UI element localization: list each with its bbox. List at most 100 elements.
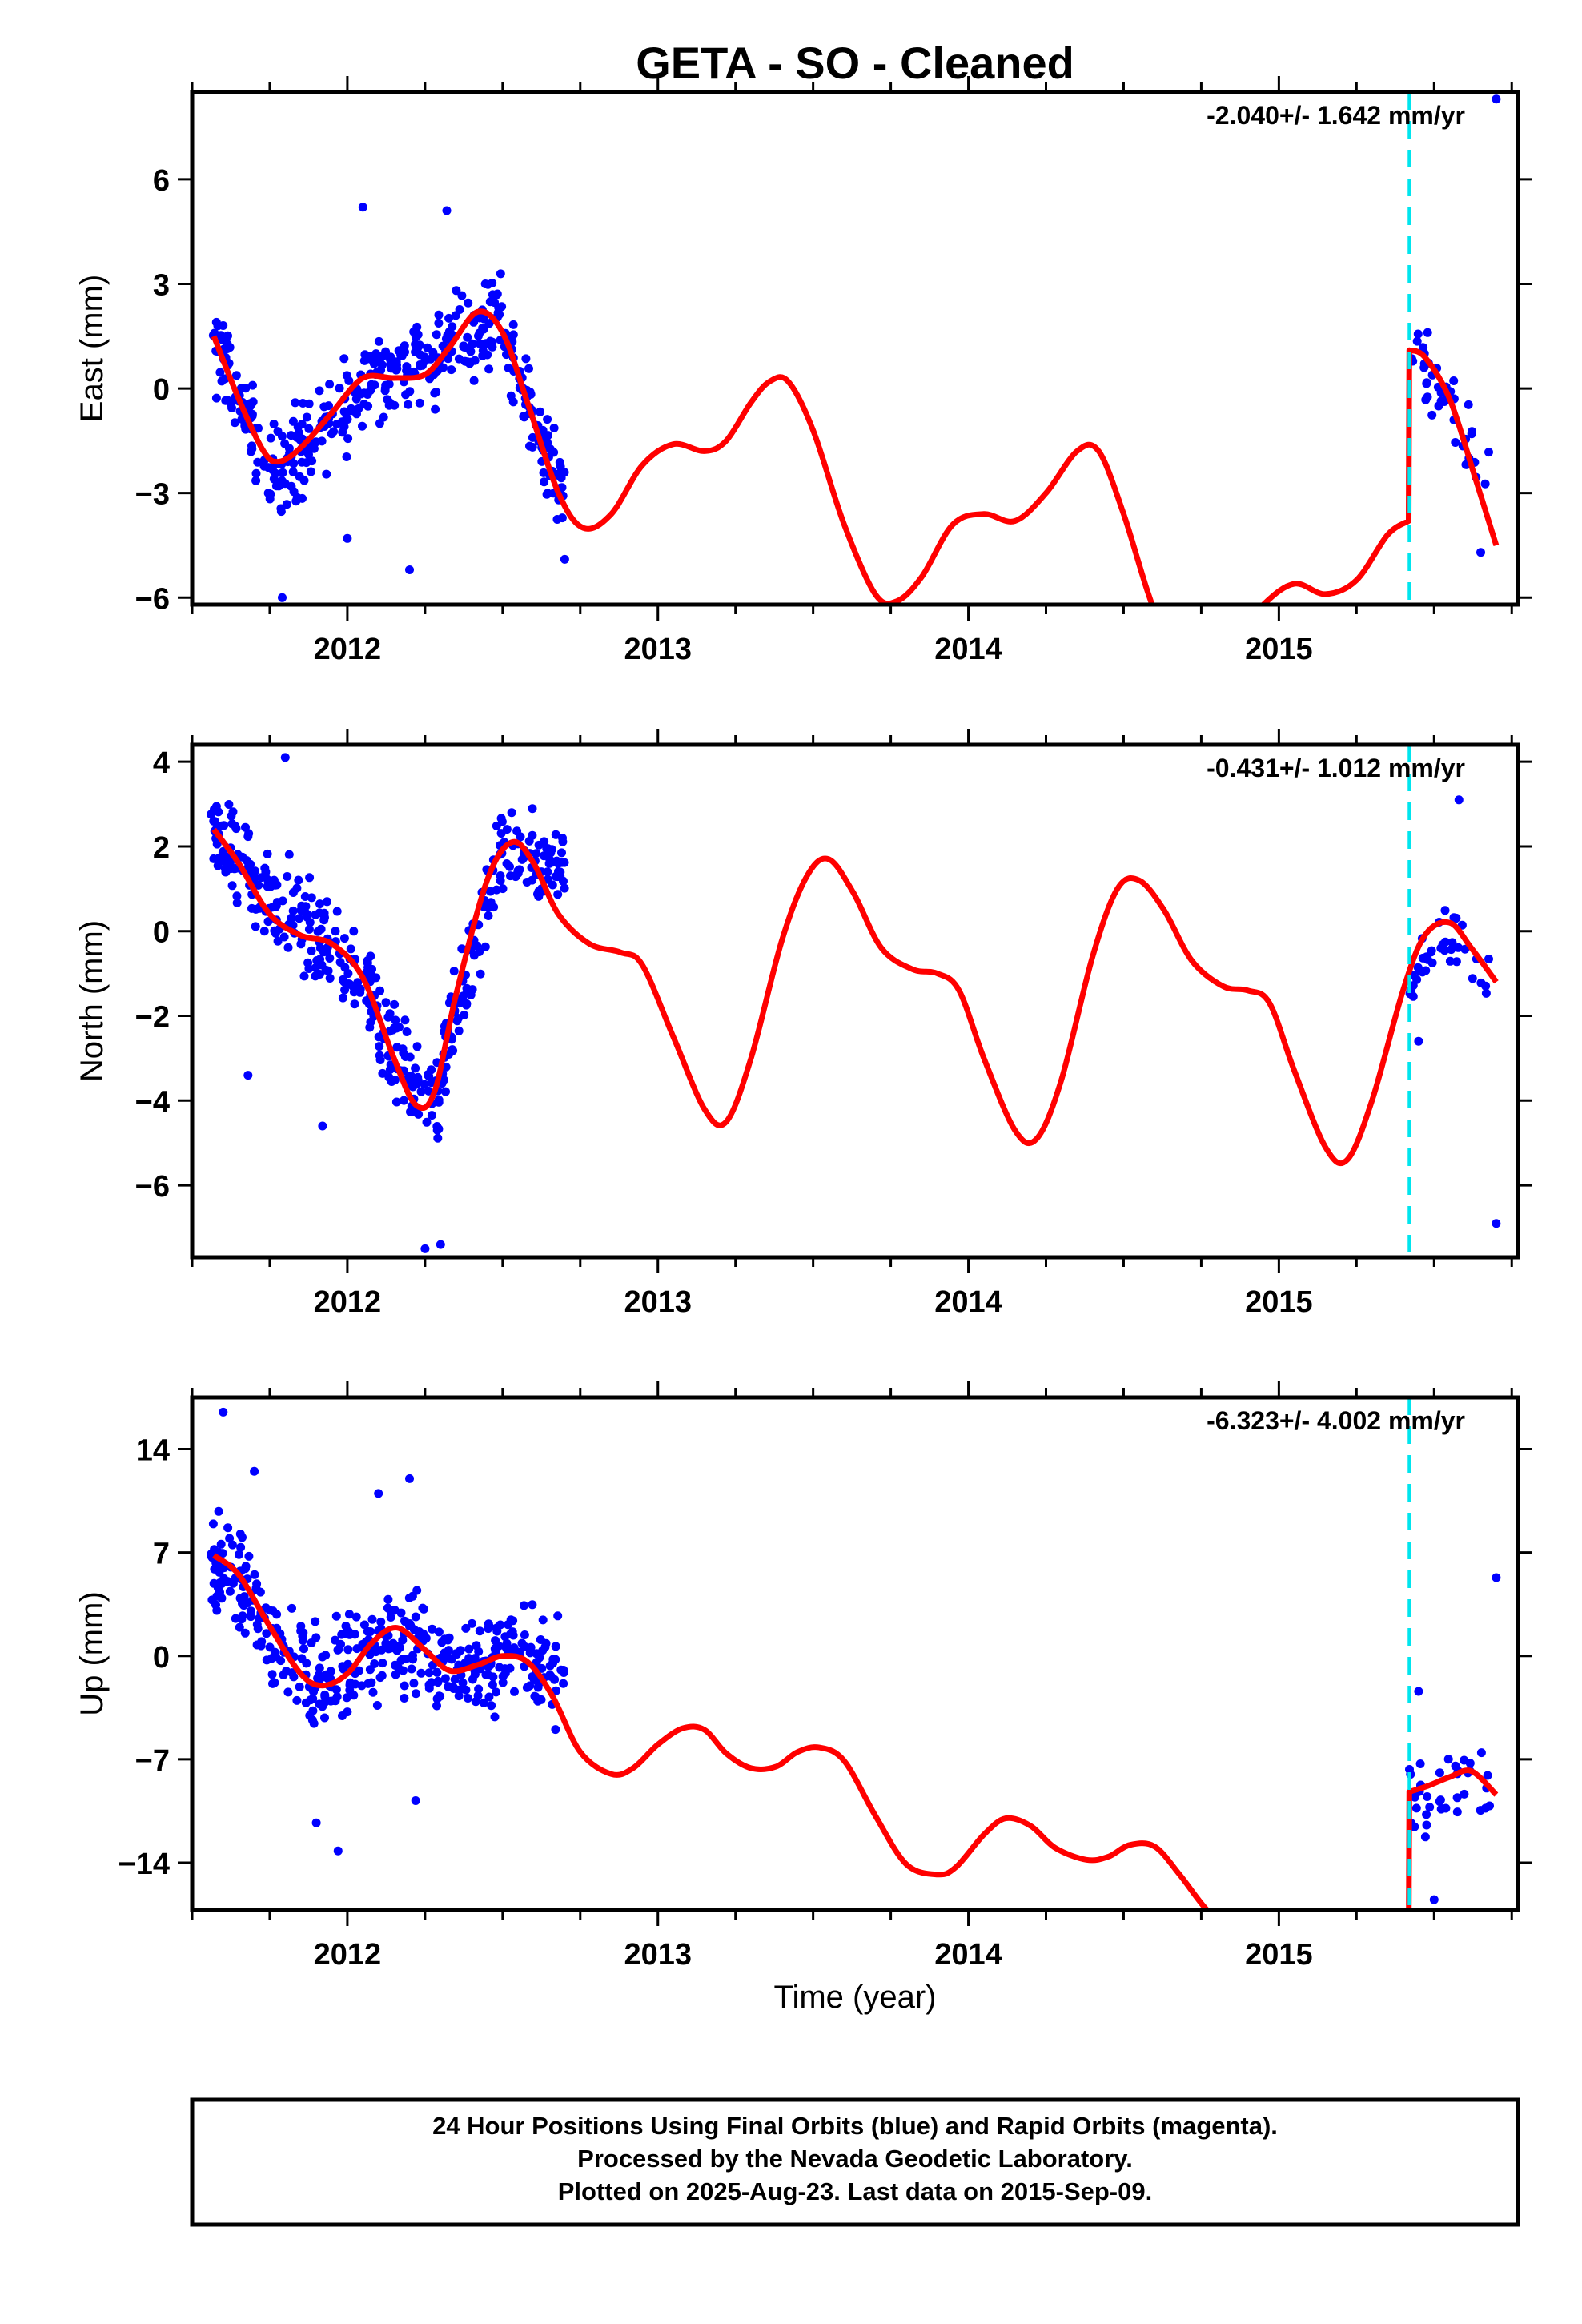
data-point bbox=[458, 1678, 468, 1687]
data-point bbox=[343, 1645, 353, 1655]
data-point bbox=[315, 899, 324, 909]
data-point bbox=[1484, 955, 1493, 963]
data-point bbox=[528, 1672, 537, 1682]
data-point bbox=[1422, 1820, 1431, 1830]
data-point bbox=[345, 1678, 355, 1687]
data-point bbox=[343, 434, 353, 444]
data-point bbox=[551, 1725, 560, 1735]
data-point bbox=[1413, 963, 1423, 972]
y-tick-label: 7 bbox=[153, 1538, 170, 1571]
data-point bbox=[212, 839, 222, 849]
data-point bbox=[307, 456, 317, 466]
data-point bbox=[443, 1635, 452, 1645]
data-point bbox=[485, 297, 495, 307]
data-point bbox=[292, 1695, 302, 1705]
data-point bbox=[402, 1027, 412, 1036]
data-point bbox=[1422, 379, 1431, 388]
data-point bbox=[383, 1594, 393, 1604]
data-point bbox=[367, 1678, 376, 1687]
data-point bbox=[1418, 953, 1427, 963]
data-point bbox=[507, 808, 516, 818]
data-point bbox=[411, 1612, 420, 1622]
data-point bbox=[431, 404, 440, 414]
data-point bbox=[1483, 1771, 1492, 1780]
data-point bbox=[468, 1618, 476, 1628]
data-point bbox=[273, 936, 283, 946]
data-point bbox=[265, 494, 275, 504]
data-point bbox=[219, 1407, 228, 1417]
data-point bbox=[315, 386, 324, 396]
y-tick-label: −4 bbox=[135, 1085, 170, 1119]
data-point bbox=[420, 1080, 429, 1089]
data-point bbox=[484, 911, 493, 920]
data-point bbox=[283, 1687, 293, 1697]
data-point bbox=[390, 999, 400, 1009]
data-point bbox=[539, 851, 548, 861]
data-point bbox=[548, 1659, 557, 1668]
data-point bbox=[338, 993, 347, 1003]
data-point bbox=[381, 998, 391, 1007]
data-point bbox=[475, 339, 484, 348]
data-point bbox=[520, 1601, 528, 1610]
data-point bbox=[280, 753, 290, 762]
data-point bbox=[1425, 1803, 1435, 1812]
data-point bbox=[358, 421, 367, 431]
data-point bbox=[377, 360, 387, 370]
data-point bbox=[268, 465, 277, 475]
data-point bbox=[320, 1691, 330, 1701]
data-point bbox=[207, 1595, 217, 1605]
data-point bbox=[339, 934, 349, 943]
data-point bbox=[1492, 1573, 1501, 1582]
y-tick-label: −7 bbox=[135, 1744, 170, 1778]
data-point bbox=[448, 1045, 457, 1055]
data-point bbox=[352, 409, 361, 419]
data-point bbox=[447, 365, 456, 375]
x-axis-label: Time (year) bbox=[774, 1980, 937, 2015]
data-point bbox=[552, 856, 561, 866]
data-point bbox=[460, 1011, 469, 1019]
data-point bbox=[367, 1614, 377, 1624]
data-point bbox=[294, 875, 303, 885]
data-point bbox=[559, 1666, 568, 1675]
data-point bbox=[278, 896, 287, 906]
data-point bbox=[344, 1610, 354, 1619]
panel-north: 2012 2013 2014 2015 −6 −4 −2 0 2 4 North (mm) -0.43… bbox=[74, 729, 1532, 1319]
data-point bbox=[553, 890, 563, 899]
data-point bbox=[488, 1680, 497, 1690]
data-point bbox=[526, 1642, 536, 1652]
data-point bbox=[271, 880, 280, 890]
data-point bbox=[398, 1635, 408, 1645]
data-point bbox=[505, 862, 514, 871]
data-point bbox=[1412, 336, 1422, 346]
data-point bbox=[480, 942, 490, 951]
data-point bbox=[338, 1711, 347, 1720]
y-tick-label: 6 bbox=[153, 164, 170, 198]
data-point bbox=[210, 817, 219, 826]
data-point bbox=[472, 1641, 481, 1651]
data-point bbox=[247, 903, 256, 913]
data-point bbox=[543, 489, 552, 498]
data-point bbox=[383, 1012, 393, 1022]
data-point bbox=[434, 1627, 444, 1637]
data-point bbox=[331, 927, 340, 936]
data-point bbox=[404, 1594, 414, 1602]
data-point bbox=[434, 319, 444, 328]
data-point bbox=[335, 958, 345, 967]
data-point bbox=[271, 901, 281, 911]
data-point bbox=[1480, 1803, 1490, 1813]
data-point bbox=[371, 1644, 381, 1654]
data-point bbox=[534, 840, 544, 850]
data-point bbox=[559, 876, 568, 886]
data-point bbox=[375, 1673, 385, 1683]
data-point bbox=[253, 457, 263, 467]
data-point bbox=[400, 1617, 410, 1626]
plot-area bbox=[207, 753, 1501, 1253]
data-point bbox=[1420, 1832, 1430, 1842]
data-point bbox=[350, 999, 359, 1009]
data-point bbox=[375, 1055, 385, 1064]
y-tick-label: 3 bbox=[153, 268, 170, 302]
data-point bbox=[428, 1624, 437, 1634]
footer-line-1: 24 Hour Positions Using Final Orbits (bl… bbox=[432, 2112, 1278, 2140]
data-point bbox=[484, 364, 494, 374]
data-point bbox=[351, 1612, 361, 1622]
